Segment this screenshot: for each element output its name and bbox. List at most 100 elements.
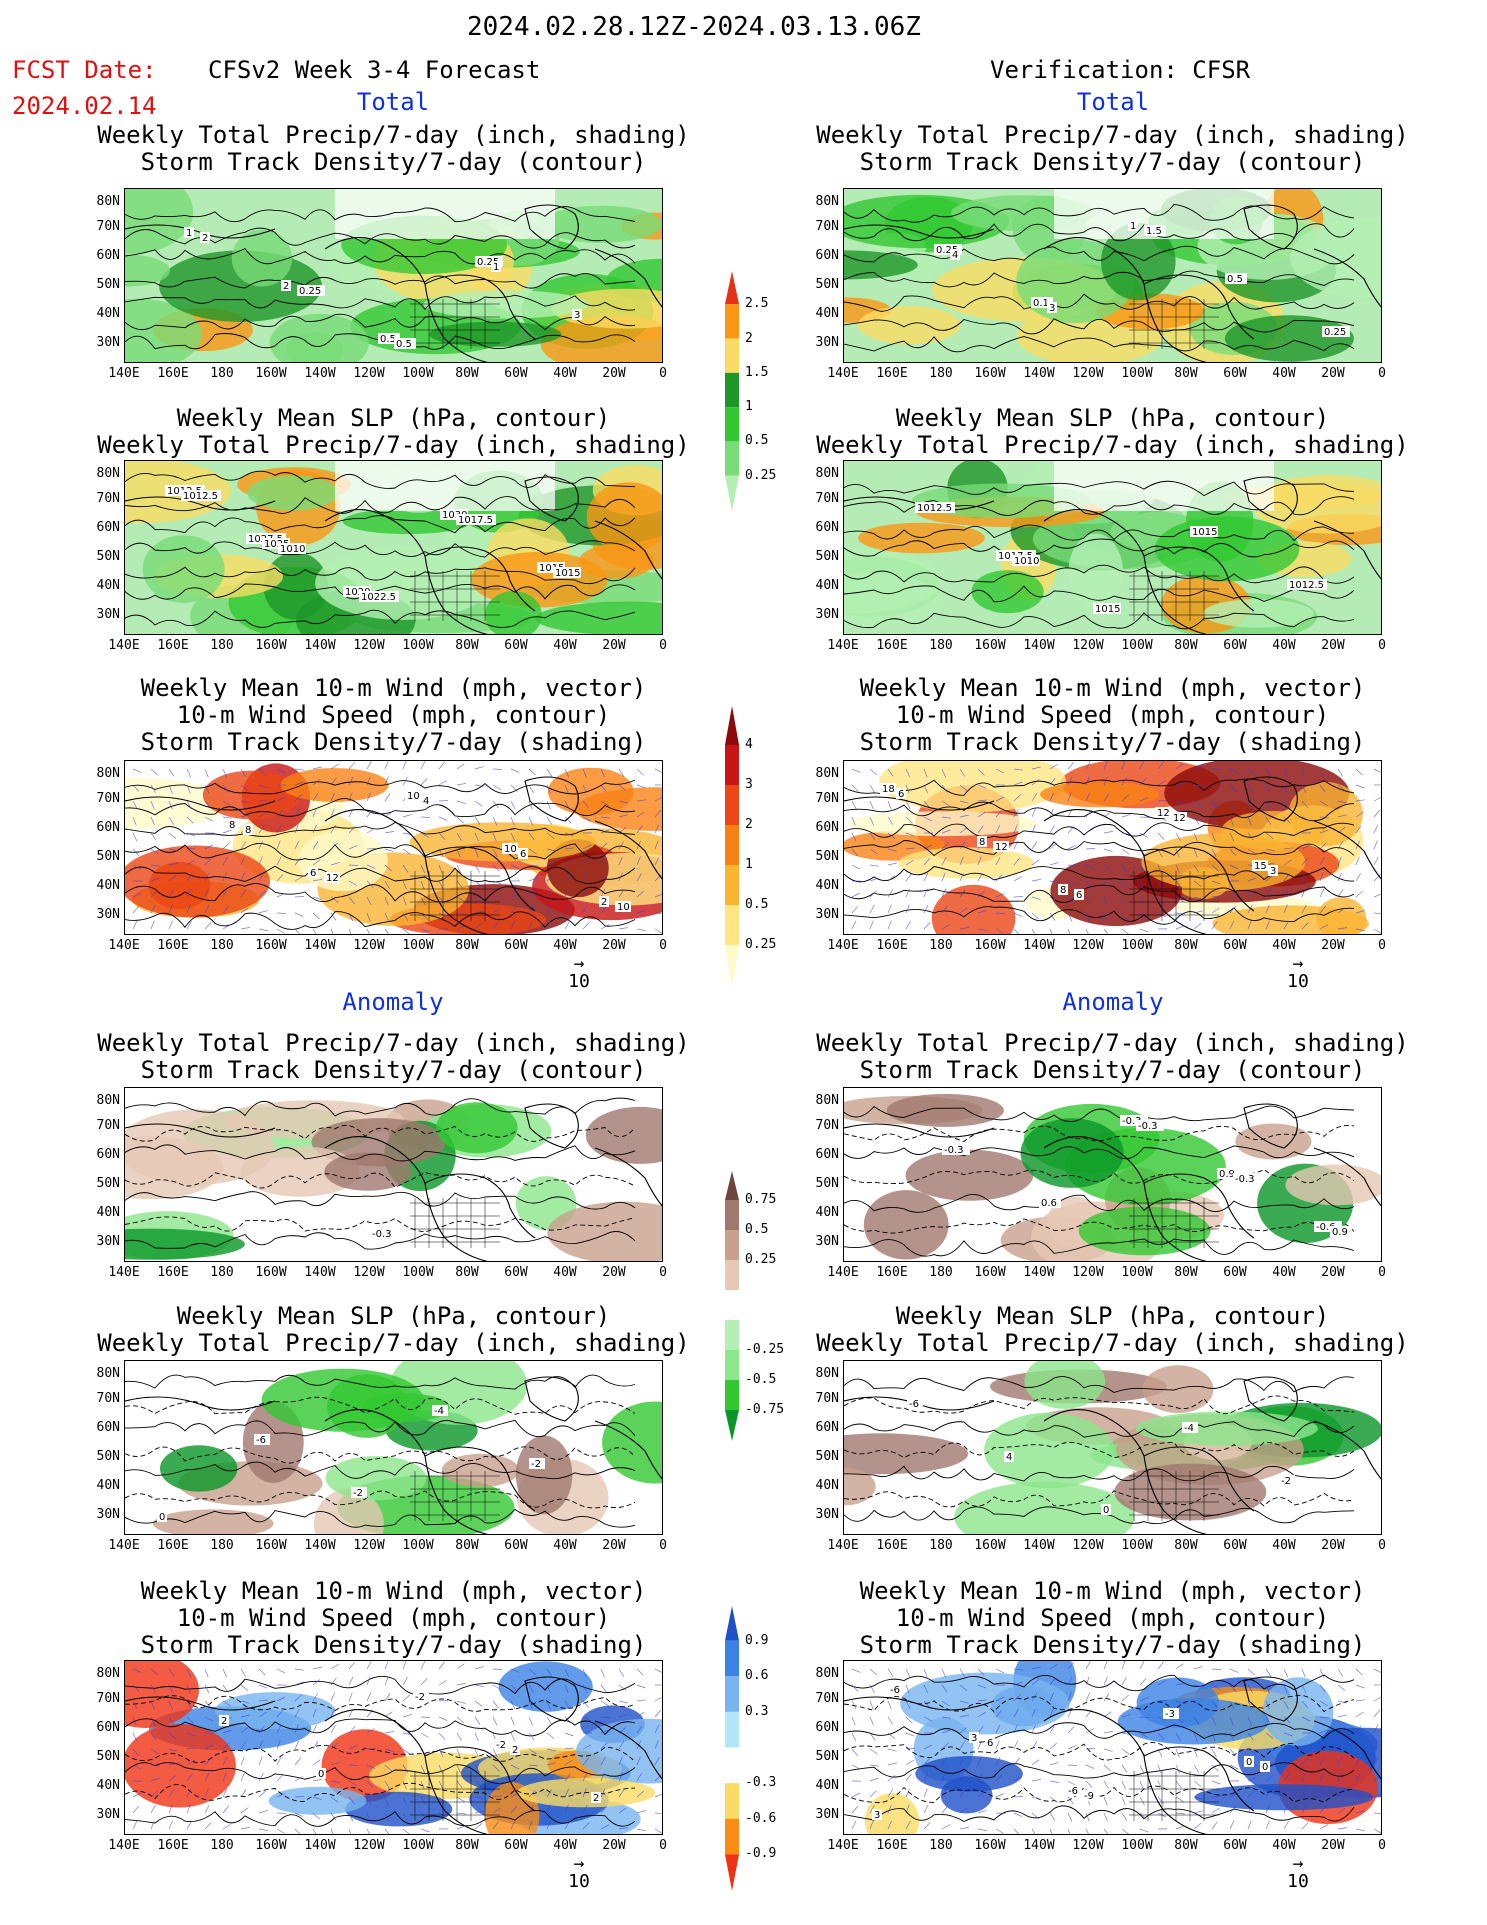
lon-tick-label: 160E bbox=[876, 366, 908, 381]
wind-vector bbox=[258, 1773, 264, 1782]
lon-tick-label: 80W bbox=[455, 1838, 479, 1853]
contour-label-bg bbox=[969, 1732, 979, 1743]
shading-blob bbox=[847, 811, 1038, 837]
lat-tick-label: 30N bbox=[96, 1506, 120, 1522]
wind-vector bbox=[636, 1699, 646, 1702]
contour-label-bg bbox=[413, 1691, 429, 1702]
wind-vector bbox=[186, 1716, 194, 1724]
wind-vector bbox=[330, 1812, 337, 1821]
wind-vector bbox=[132, 1700, 138, 1710]
contour-line bbox=[844, 1238, 1355, 1257]
wind-vector bbox=[618, 856, 623, 866]
contour-label: -0.3 bbox=[372, 1229, 392, 1240]
lat-tick-label: 80N bbox=[96, 1093, 120, 1108]
wind-vector bbox=[456, 1748, 461, 1758]
colorbar-label: 0.25 bbox=[745, 1252, 777, 1267]
wind-vector bbox=[1283, 832, 1293, 837]
contour-line bbox=[844, 866, 1355, 883]
wind-vector bbox=[1013, 840, 1019, 850]
wind-vector bbox=[959, 927, 969, 930]
wind-vector bbox=[1211, 800, 1218, 809]
wind-vector bbox=[1283, 921, 1289, 930]
wind-vector bbox=[851, 784, 859, 792]
contour-label: -0.3 bbox=[1122, 1116, 1142, 1127]
wind-vector bbox=[1085, 1692, 1091, 1702]
wind-vector bbox=[1157, 880, 1163, 890]
wind-vector bbox=[402, 880, 407, 890]
wind-vector bbox=[564, 768, 570, 778]
wind-vector bbox=[1373, 797, 1381, 802]
shading-blob bbox=[298, 830, 388, 892]
wind-vector bbox=[1229, 832, 1235, 842]
lon-tick-label: 160W bbox=[974, 366, 1006, 381]
wind-vector bbox=[564, 1788, 569, 1798]
wind-vector bbox=[1085, 1676, 1090, 1686]
lat-tick-label: 70N bbox=[96, 1691, 120, 1707]
precip_anom-colorbar bbox=[724, 1170, 740, 1446]
contour-line bbox=[844, 1506, 1355, 1525]
contour-line bbox=[844, 223, 1355, 242]
shading-blob bbox=[125, 1109, 275, 1185]
shading-blob bbox=[900, 1672, 1070, 1735]
wind-vector bbox=[222, 1805, 229, 1814]
wind-vector bbox=[941, 1700, 950, 1707]
wind-vector bbox=[330, 792, 335, 802]
wind-vector bbox=[330, 896, 339, 903]
wind-vector bbox=[995, 1793, 1005, 1798]
wind-vector bbox=[492, 1716, 498, 1726]
vector-reference-arrow: → bbox=[1292, 1853, 1304, 1874]
lon-tick-label: 180 bbox=[929, 1838, 953, 1853]
wind-vector bbox=[887, 875, 896, 882]
wind-vector bbox=[258, 1828, 268, 1831]
wind-vector bbox=[1337, 784, 1346, 791]
wind-vector bbox=[618, 1668, 625, 1677]
coastline bbox=[125, 796, 276, 811]
wind-vector bbox=[402, 814, 412, 818]
wind-vector bbox=[1103, 864, 1111, 872]
wind-vector bbox=[905, 847, 915, 850]
wind-vector bbox=[474, 848, 479, 858]
wind-vector bbox=[132, 1732, 138, 1742]
wind-vector bbox=[1283, 1788, 1288, 1798]
wind-vector bbox=[600, 1772, 605, 1782]
wind-vector bbox=[402, 896, 407, 906]
lon-tick-label: 0 bbox=[1378, 938, 1386, 953]
wind-vector bbox=[150, 1820, 155, 1830]
fcst-date-label: FCST Date: bbox=[12, 56, 157, 84]
wind-vector bbox=[456, 1716, 464, 1724]
p7-title-line: Storm Track Density/7-day (contour) bbox=[140, 1056, 647, 1084]
lat-tick-label: 40N bbox=[96, 1778, 120, 1793]
wind-vector bbox=[402, 1694, 410, 1702]
lon-tick-label: 0 bbox=[659, 1538, 667, 1553]
contour-label: 2 bbox=[202, 233, 208, 244]
wind-vector bbox=[330, 928, 334, 934]
wind-vector bbox=[150, 1790, 158, 1798]
wind-vector bbox=[240, 1789, 247, 1798]
wind-vector bbox=[222, 856, 228, 866]
wind-vector bbox=[1067, 880, 1076, 886]
wind-vector bbox=[222, 905, 229, 914]
wind-vector bbox=[1355, 1756, 1360, 1766]
wind-vector bbox=[474, 1764, 481, 1773]
wind-vector bbox=[995, 809, 1003, 818]
contour-label: 3 bbox=[1270, 866, 1276, 877]
wind-vector bbox=[1373, 856, 1379, 866]
shading-blob bbox=[1224, 315, 1354, 362]
wind-vector bbox=[258, 856, 263, 866]
wind-vector bbox=[1103, 1693, 1110, 1702]
wind-vector bbox=[276, 796, 286, 802]
wind-vector bbox=[959, 800, 969, 804]
wind-vector bbox=[186, 800, 192, 810]
lat-tick-label: 30N bbox=[96, 1233, 120, 1249]
wind-vector bbox=[204, 1684, 210, 1694]
wind-vector bbox=[150, 1684, 156, 1693]
lon-tick-label: 20W bbox=[1321, 366, 1345, 381]
wind-vector bbox=[1355, 1725, 1362, 1734]
wind-vector bbox=[366, 1728, 375, 1734]
wind-vector bbox=[1031, 1693, 1038, 1702]
wind-vector bbox=[1355, 873, 1361, 882]
colorbar-segment bbox=[725, 1747, 739, 1784]
wind-vector bbox=[1265, 784, 1270, 794]
wind-vector bbox=[1031, 808, 1036, 818]
wind-vector bbox=[636, 1668, 644, 1676]
